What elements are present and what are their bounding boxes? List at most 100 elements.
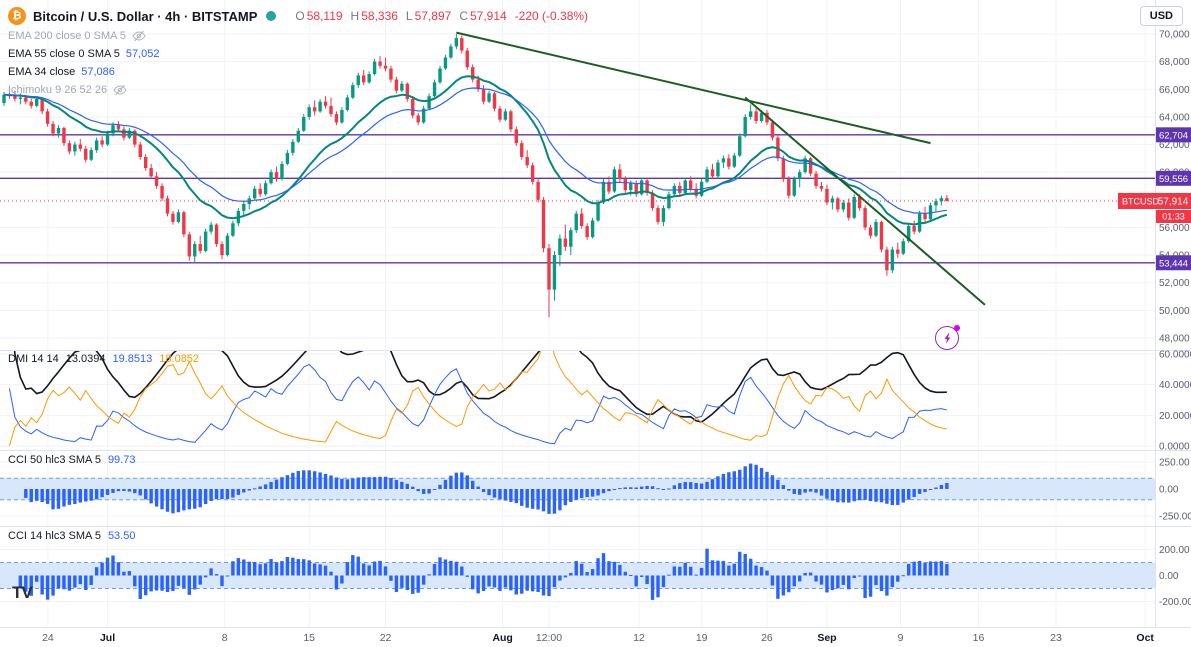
close-value: 57,914 — [469, 9, 507, 23]
cci14-histogram[interactable] — [18, 548, 949, 600]
open-value: 58,119 — [306, 9, 343, 23]
horizontal-level-lines[interactable] — [0, 134, 1155, 264]
svg-text:50,000: 50,000 — [1159, 306, 1190, 317]
level-price-label: 62,704 — [1156, 127, 1191, 143]
svg-text:52,000: 52,000 — [1159, 278, 1190, 289]
dmi-adx-value: 13.0394 — [65, 353, 106, 365]
cci50-histogram[interactable] — [24, 463, 949, 514]
legend-row-ichimoku[interactable]: Ichimoku 9 26 52 26 — [8, 81, 160, 99]
svg-text:Oct: Oct — [1136, 632, 1154, 644]
svg-text:Sep: Sep — [817, 632, 836, 644]
change-value: -220 (-0.38%) — [514, 9, 589, 23]
legend-row-ema55[interactable]: EMA 55 close 0 SMA 5 57,052 — [8, 45, 160, 63]
svg-text:0.00: 0.00 — [1159, 485, 1179, 496]
level-price-label: 53,444 — [1156, 255, 1191, 271]
dmi-legend[interactable]: DMI 14 14 13.0394 19.8513 18.0852 — [8, 353, 199, 365]
close-label: C — [459, 9, 468, 23]
dmi-minusdi-value: 18.0852 — [159, 353, 200, 365]
notification-dot — [954, 325, 960, 331]
svg-text:62,000: 62,000 — [1159, 140, 1190, 151]
ema200-label: EMA 200 close 0 SMA 5 — [8, 30, 127, 42]
adx-line[interactable] — [9, 293, 947, 423]
svg-text:60.0000: 60.0000 — [1159, 350, 1191, 361]
dmi-plusdi-value: 19.8513 — [112, 353, 153, 365]
high-value: 58,336 — [361, 9, 398, 23]
svg-text:56,000: 56,000 — [1159, 223, 1190, 234]
svg-text:Aug: Aug — [492, 632, 512, 644]
legend-row-ema34[interactable]: EMA 34 close 57,086 — [8, 63, 160, 81]
svg-text:12: 12 — [633, 632, 645, 644]
svg-text:68,000: 68,000 — [1159, 57, 1190, 68]
ema34-value: 57,086 — [81, 66, 115, 78]
legend-row-ema200[interactable]: EMA 200 close 0 SMA 5 — [8, 27, 160, 45]
svg-text:59,556: 59,556 — [1159, 174, 1188, 185]
minus-di-line[interactable] — [8, 331, 947, 447]
svg-text:-200.00: -200.00 — [1159, 597, 1191, 608]
price-axis[interactable]: 48,00050,00052,00054,00056,00058,00060,0… — [1159, 29, 1191, 608]
ema-line-55[interactable] — [3, 87, 947, 215]
tradingview-logo[interactable]: TV — [12, 583, 33, 602]
svg-text:9: 9 — [898, 632, 904, 644]
grid-lines — [0, 0, 1155, 627]
symbol-title[interactable]: Bitcoin / U.S. Dollar · 4h · BITSTAMP — [33, 8, 258, 24]
trendline[interactable] — [744, 96, 986, 306]
trendline[interactable] — [456, 31, 931, 145]
svg-text:200.00: 200.00 — [1159, 545, 1190, 556]
cci14-value: 53.50 — [107, 530, 136, 542]
bitcoin-glyph: ₿ — [12, 10, 22, 22]
symbol-header: ₿ Bitcoin / U.S. Dollar · 4h · BITSTAMP … — [8, 7, 588, 25]
high-label: H — [350, 9, 360, 23]
ema55-value: 57,052 — [125, 48, 160, 60]
svg-text:12:00: 12:00 — [536, 632, 562, 644]
eye-hidden-icon[interactable] — [132, 30, 146, 42]
low-label: L — [405, 9, 413, 23]
low-value: 57,897 — [414, 9, 452, 23]
cci50-legend[interactable]: CCI 50 hlc3 SMA 5 99.73 — [8, 454, 135, 466]
svg-text:48,000: 48,000 — [1159, 333, 1190, 344]
ema-line-34[interactable] — [3, 75, 948, 226]
level-price-label: 59,556 — [1156, 170, 1191, 186]
lightning-icon[interactable] — [935, 325, 960, 350]
svg-text:70,000: 70,000 — [1159, 29, 1190, 40]
svg-text:Jul: Jul — [100, 632, 115, 644]
cci14-legend[interactable]: CCI 14 hlc3 SMA 5 53.50 — [8, 530, 135, 542]
ema34-label: EMA 34 close — [8, 66, 76, 78]
svg-text:0.00: 0.00 — [1159, 571, 1179, 582]
ohlc-values: O 58,119 H 58,336 L 57,897 C 57,914 -220 (-0… — [289, 9, 588, 23]
currency-toggle-button[interactable]: USD — [1139, 6, 1183, 26]
eye-hidden-icon[interactable] — [113, 84, 127, 96]
dmi-label: DMI 14 14 — [8, 353, 59, 365]
svg-text:20.0000: 20.0000 — [1159, 411, 1191, 422]
svg-text:250.00: 250.00 — [1159, 458, 1190, 469]
svg-text:62,704: 62,704 — [1159, 130, 1188, 141]
indicator-legend: EMA 200 close 0 SMA 5 EMA 55 close 0 SMA… — [8, 27, 160, 99]
svg-text:23: 23 — [1050, 632, 1062, 644]
svg-text:66,000: 66,000 — [1159, 85, 1190, 96]
svg-text:BTCUSD: BTCUSD — [1122, 196, 1160, 206]
market-status-icon[interactable] — [266, 11, 277, 21]
cci50-label: CCI 50 hlc3 SMA 5 — [8, 454, 101, 466]
svg-text:57,914: 57,914 — [1158, 196, 1189, 207]
svg-text:22: 22 — [380, 632, 392, 644]
plus-di-line[interactable] — [8, 363, 947, 445]
ichimoku-label: Ichimoku 9 26 52 26 — [8, 84, 108, 96]
svg-text:40.0000: 40.0000 — [1159, 380, 1191, 391]
ema55-label: EMA 55 close 0 SMA 5 — [8, 48, 120, 60]
svg-text:01:33: 01:33 — [1162, 211, 1185, 221]
svg-text:16: 16 — [973, 632, 985, 644]
svg-text:15: 15 — [303, 632, 315, 644]
svg-text:8: 8 — [222, 632, 228, 644]
time-axis[interactable]: 24 Jul 8 15 22 Aug 12:00 12 19 26 Sep 9 16 23 Oct — [42, 632, 1154, 644]
svg-text:53,444: 53,444 — [1159, 258, 1188, 269]
svg-text:26: 26 — [761, 632, 773, 644]
svg-text:19: 19 — [696, 632, 708, 644]
open-label: O — [295, 9, 305, 23]
svg-text:64,000: 64,000 — [1159, 112, 1190, 123]
svg-text:-250.00: -250.00 — [1159, 512, 1191, 523]
bitcoin-icon: ₿ — [8, 7, 26, 25]
svg-text:24: 24 — [42, 632, 54, 644]
cci50-value: 99.73 — [107, 454, 136, 466]
